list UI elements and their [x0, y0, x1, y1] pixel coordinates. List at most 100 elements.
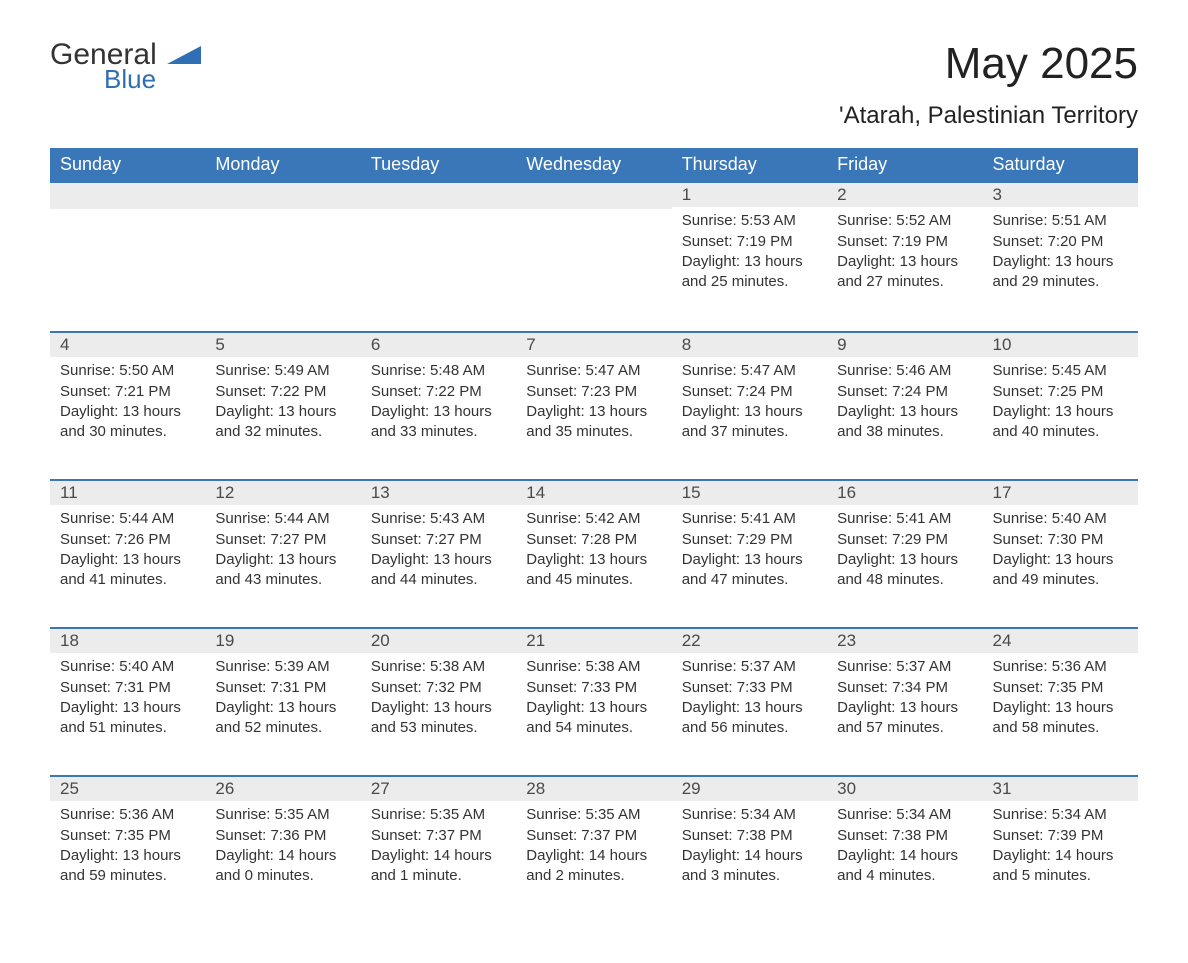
calendar-head: SundayMondayTuesdayWednesdayThursdayFrid… [50, 148, 1138, 182]
sunset-text: Sunset: 7:35 PM [993, 678, 1128, 698]
sunset-text: Sunset: 7:24 PM [682, 382, 817, 402]
sunrise-text: Sunrise: 5:44 AM [215, 509, 350, 529]
day-number: 8 [672, 333, 827, 357]
day-number [205, 183, 360, 209]
calendar-week: 11Sunrise: 5:44 AMSunset: 7:26 PMDayligh… [50, 480, 1138, 628]
day-number: 16 [827, 481, 982, 505]
daylight-text: Daylight: 13 hours and 30 minutes. [60, 402, 195, 443]
calendar-cell: 24Sunrise: 5:36 AMSunset: 7:35 PMDayligh… [983, 628, 1138, 776]
day-number: 21 [516, 629, 671, 653]
daylight-text: Daylight: 13 hours and 41 minutes. [60, 550, 195, 591]
logo-triangle-icon [167, 40, 201, 70]
day-body: Sunrise: 5:45 AMSunset: 7:25 PMDaylight:… [983, 357, 1138, 479]
daylight-text: Daylight: 13 hours and 52 minutes. [215, 698, 350, 739]
day-body: Sunrise: 5:36 AMSunset: 7:35 PMDaylight:… [983, 653, 1138, 775]
sunrise-text: Sunrise: 5:41 AM [837, 509, 972, 529]
calendar-cell: 20Sunrise: 5:38 AMSunset: 7:32 PMDayligh… [361, 628, 516, 776]
sunset-text: Sunset: 7:19 PM [682, 232, 817, 252]
sunrise-text: Sunrise: 5:44 AM [60, 509, 195, 529]
sunrise-text: Sunrise: 5:39 AM [215, 657, 350, 677]
day-body [50, 209, 205, 331]
sunrise-text: Sunrise: 5:38 AM [526, 657, 661, 677]
calendar-week: 18Sunrise: 5:40 AMSunset: 7:31 PMDayligh… [50, 628, 1138, 776]
day-body: Sunrise: 5:35 AMSunset: 7:37 PMDaylight:… [516, 801, 671, 923]
day-number: 7 [516, 333, 671, 357]
day-header: Monday [205, 148, 360, 182]
sunrise-text: Sunrise: 5:36 AM [993, 657, 1128, 677]
daylight-text: Daylight: 13 hours and 48 minutes. [837, 550, 972, 591]
day-body: Sunrise: 5:53 AMSunset: 7:19 PMDaylight:… [672, 207, 827, 329]
calendar-cell: 2Sunrise: 5:52 AMSunset: 7:19 PMDaylight… [827, 182, 982, 332]
daylight-text: Daylight: 13 hours and 32 minutes. [215, 402, 350, 443]
calendar-cell: 13Sunrise: 5:43 AMSunset: 7:27 PMDayligh… [361, 480, 516, 628]
calendar-week: 25Sunrise: 5:36 AMSunset: 7:35 PMDayligh… [50, 776, 1138, 923]
day-body: Sunrise: 5:49 AMSunset: 7:22 PMDaylight:… [205, 357, 360, 479]
day-header: Sunday [50, 148, 205, 182]
day-number: 19 [205, 629, 360, 653]
daylight-text: Daylight: 13 hours and 38 minutes. [837, 402, 972, 443]
page-title: May 2025 [839, 40, 1138, 88]
day-number: 25 [50, 777, 205, 801]
sunset-text: Sunset: 7:27 PM [215, 530, 350, 550]
sunrise-text: Sunrise: 5:43 AM [371, 509, 506, 529]
sunset-text: Sunset: 7:26 PM [60, 530, 195, 550]
daylight-text: Daylight: 14 hours and 1 minute. [371, 846, 506, 887]
sunrise-text: Sunrise: 5:45 AM [993, 361, 1128, 381]
sunset-text: Sunset: 7:33 PM [682, 678, 817, 698]
day-body: Sunrise: 5:44 AMSunset: 7:27 PMDaylight:… [205, 505, 360, 627]
sunrise-text: Sunrise: 5:34 AM [993, 805, 1128, 825]
day-number: 31 [983, 777, 1138, 801]
daylight-text: Daylight: 13 hours and 56 minutes. [682, 698, 817, 739]
sunset-text: Sunset: 7:34 PM [837, 678, 972, 698]
day-body: Sunrise: 5:50 AMSunset: 7:21 PMDaylight:… [50, 357, 205, 479]
calendar-cell: 16 Sunrise: 5:41 AMSunset: 7:29 PMDayligh… [827, 480, 982, 628]
day-number: 9 [827, 333, 982, 357]
daylight-text: Daylight: 14 hours and 2 minutes. [526, 846, 661, 887]
day-number: 4 [50, 333, 205, 357]
daylight-text: Daylight: 14 hours and 3 minutes. [682, 846, 817, 887]
daylight-text: Daylight: 13 hours and 45 minutes. [526, 550, 661, 591]
sunset-text: Sunset: 7:21 PM [60, 382, 195, 402]
sunset-text: Sunset: 7:38 PM [682, 826, 817, 846]
calendar-cell: 31Sunrise: 5:34 AMSunset: 7:39 PMDayligh… [983, 776, 1138, 923]
sunrise-text: Sunrise: 5:47 AM [682, 361, 817, 381]
day-body [361, 209, 516, 331]
day-body: Sunrise: 5:46 AMSunset: 7:24 PMDaylight:… [827, 357, 982, 479]
sunset-text: Sunset: 7:37 PM [371, 826, 506, 846]
calendar-cell: 5Sunrise: 5:49 AMSunset: 7:22 PMDaylight… [205, 332, 360, 480]
daylight-text: Daylight: 13 hours and 35 minutes. [526, 402, 661, 443]
sunset-text: Sunset: 7:30 PM [993, 530, 1128, 550]
day-header: Friday [827, 148, 982, 182]
sunrise-text: Sunrise: 5:53 AM [682, 211, 817, 231]
daylight-text: Daylight: 13 hours and 47 minutes. [682, 550, 817, 591]
sunrise-text: Sunrise: 5:35 AM [526, 805, 661, 825]
day-body: Sunrise: 5:40 AMSunset: 7:30 PMDaylight:… [983, 505, 1138, 627]
daylight-text: Daylight: 13 hours and 33 minutes. [371, 402, 506, 443]
day-body [205, 209, 360, 331]
day-number: 10 [983, 333, 1138, 357]
calendar-cell: 15Sunrise: 5:41 AMSunset: 7:29 PMDayligh… [672, 480, 827, 628]
sunrise-text: Sunrise: 5:35 AM [371, 805, 506, 825]
sunrise-text: Sunrise: 5:46 AM [837, 361, 972, 381]
day-number: 17 [983, 481, 1138, 505]
sunrise-text: Sunrise: 5:40 AM [60, 657, 195, 677]
sunset-text: Sunset: 7:29 PM [837, 530, 972, 550]
day-number [361, 183, 516, 209]
calendar-cell [516, 182, 671, 332]
calendar-cell: 12Sunrise: 5:44 AMSunset: 7:27 PMDayligh… [205, 480, 360, 628]
daylight-text: Daylight: 13 hours and 49 minutes. [993, 550, 1128, 591]
day-number: 1 [672, 183, 827, 207]
sunrise-text: Sunrise: 5:52 AM [837, 211, 972, 231]
page-subtitle: 'Atarah, Palestinian Territory [839, 102, 1138, 130]
day-body: Sunrise: 5:36 AMSunset: 7:35 PMDaylight:… [50, 801, 205, 923]
sunset-text: Sunset: 7:31 PM [215, 678, 350, 698]
daylight-text: Daylight: 13 hours and 40 minutes. [993, 402, 1128, 443]
day-body: Sunrise: 5:51 AMSunset: 7:20 PMDaylight:… [983, 207, 1138, 329]
day-number: 15 [672, 481, 827, 505]
day-header: Tuesday [361, 148, 516, 182]
sunrise-text: Sunrise: 5:35 AM [215, 805, 350, 825]
day-number: 11 [50, 481, 205, 505]
calendar-body: 1Sunrise: 5:53 AMSunset: 7:19 PMDaylight… [50, 182, 1138, 923]
calendar-cell: 30Sunrise: 5:34 AMSunset: 7:38 PMDayligh… [827, 776, 982, 923]
day-header: Wednesday [516, 148, 671, 182]
